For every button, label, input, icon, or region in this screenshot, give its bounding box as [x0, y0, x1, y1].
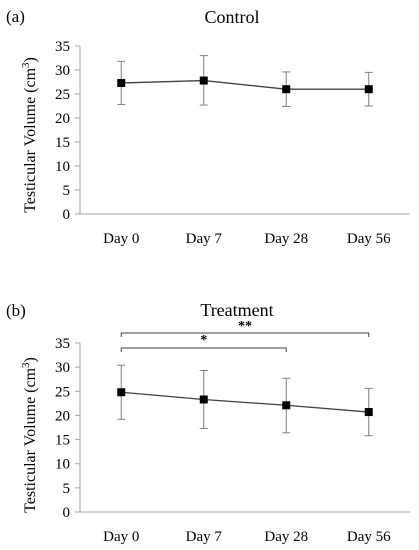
- panel-a-label: (a): [6, 7, 25, 26]
- a-data-point: [199, 76, 208, 85]
- a-y-tick-label: 15: [55, 135, 70, 151]
- b-y-tick-label: 10: [55, 457, 70, 473]
- panel-b-ylabel: Testicular Volume (cm3): [20, 357, 39, 513]
- a-data-point: [364, 85, 373, 94]
- b-y-tick-label: 20: [55, 408, 70, 424]
- b-x-tick-label: Day 28: [264, 529, 308, 545]
- a-x-tick-label: Day 7: [186, 231, 223, 247]
- a-y-tick-label: 25: [55, 87, 70, 103]
- b-y-tick-label: 35: [55, 336, 70, 352]
- b-y-tick-label: 30: [55, 360, 70, 376]
- a-y-tick-label: 20: [55, 111, 70, 127]
- b-significance-label: *: [200, 333, 207, 348]
- b-y-tick-label: 5: [63, 481, 71, 497]
- b-x-tick-label: Day 56: [347, 529, 391, 545]
- a-y-tick-label: 5: [63, 183, 71, 199]
- b-data-point: [282, 401, 291, 410]
- a-y-tick-label: 0: [63, 207, 71, 223]
- a-x-tick-label: Day 0: [103, 231, 139, 247]
- b-data-point: [199, 395, 208, 404]
- a-y-tick-label: 30: [55, 63, 70, 79]
- b-series-line: [121, 391, 369, 413]
- a-series-line: [121, 79, 369, 90]
- a-data-point: [117, 78, 126, 87]
- a-y-tick-label: 35: [55, 39, 70, 55]
- b-data-point: [364, 408, 373, 417]
- b-y-tick-label: 25: [55, 384, 70, 400]
- a-x-tick-label: Day 28: [264, 231, 308, 247]
- b-significance-bracket: [120, 332, 370, 337]
- b-significance-bracket: [120, 347, 287, 352]
- panel-a-plot: 0 5 10 15 20 25 30 35 Day 0 Day 7 Day 28 Day 56: [55, 39, 410, 247]
- panel-a-ylabel: Testicular Volume (cm3): [20, 57, 39, 213]
- panel-a-title: Control: [204, 7, 259, 27]
- panel-b-title: Treatment: [200, 300, 273, 320]
- b-data-point: [117, 388, 126, 397]
- b-x-tick-label: Day 0: [103, 529, 139, 545]
- a-x-tick-label: Day 56: [347, 231, 391, 247]
- b-x-tick-label: Day 7: [186, 529, 223, 545]
- a-data-point: [282, 85, 291, 94]
- panel-b-label: (b): [6, 301, 26, 320]
- a-y-tick-label: 10: [55, 159, 70, 175]
- panel-b: (b) Treatment Testicular Volume (cm3) 0 5…: [6, 300, 410, 545]
- b-y-tick-label: 15: [55, 433, 70, 449]
- b-significance-label: **: [238, 319, 252, 334]
- panel-a: (a) Control Testicular Volume (cm3) 0 5 10…: [6, 7, 410, 247]
- b-y-tick-label: 0: [63, 505, 71, 521]
